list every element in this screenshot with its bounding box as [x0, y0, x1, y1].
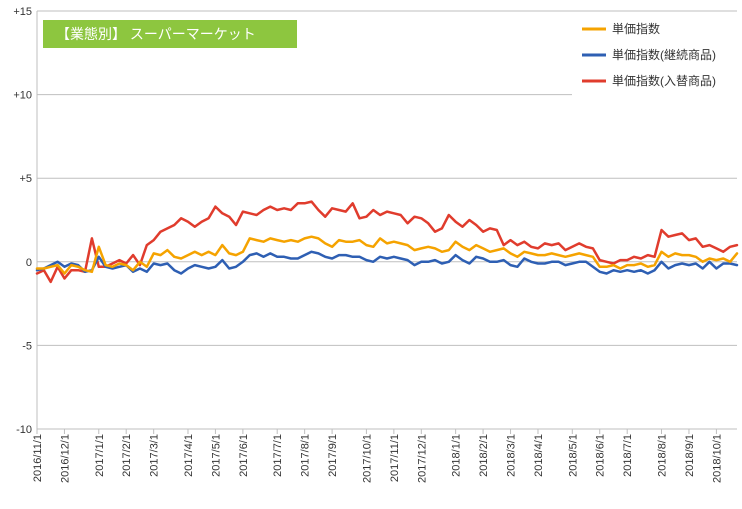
x-tick-label: 2018/4/1: [533, 434, 545, 477]
x-tick-label: 2018/9/1: [684, 434, 696, 477]
chart-title: 【業態別】 スーパーマーケット: [56, 26, 256, 42]
x-tick-label: 2018/2/1: [478, 434, 490, 477]
y-tick-label: +5: [19, 173, 32, 185]
x-tick-label: 2017/2/1: [121, 434, 133, 477]
y-tick-label: 0: [26, 257, 32, 269]
x-tick-label: 2018/10/1: [711, 434, 723, 483]
x-tick-label: 2017/4/1: [183, 434, 195, 477]
x-tick-label: 2017/12/1: [416, 434, 428, 483]
series-layer: [35, 200, 739, 284]
x-tick-label: 2017/11/1: [389, 434, 401, 482]
x-tick-label: 2017/5/1: [210, 434, 222, 477]
x-tick-label: 2017/6/1: [238, 434, 250, 477]
x-tick-label: 2018/7/1: [622, 434, 634, 477]
y-tick-label: +15: [13, 6, 32, 18]
y-tick-label: +10: [13, 90, 32, 102]
x-tick-label: 2017/7/1: [272, 434, 284, 477]
y-axis-tick-labels: +15 +10 +5 0 -5 -10: [13, 6, 32, 436]
series-line-2: [35, 250, 739, 275]
legend-label: 単価指数: [612, 21, 660, 36]
series-line-3: [35, 200, 739, 284]
x-tick-label: 2017/1/1: [94, 434, 106, 477]
y-tick-label: -10: [16, 424, 32, 436]
series-line-1: [35, 235, 739, 275]
x-tick-label: 2017/10/1: [361, 434, 373, 483]
x-tick-label: 2018/5/1: [567, 434, 579, 477]
x-tick-label: 2017/8/1: [300, 434, 312, 477]
x-tick-label: 2017/3/1: [149, 434, 161, 477]
x-axis-tick-labels: 2016/11/1 2016/12/1 2017/1/1 2017/2/1 2017/3…: [32, 434, 723, 483]
x-tick-label: 2016/12/1: [59, 434, 71, 483]
x-tick-label: 2018/8/1: [657, 434, 669, 477]
x-tick-label: 2018/1/1: [451, 434, 463, 477]
x-tick-label: 2018/6/1: [595, 434, 607, 477]
x-tick-label: 2018/3/1: [506, 434, 518, 477]
chart-title-box: 【業態別】 スーパーマーケット: [43, 20, 297, 48]
x-tick-label: 2016/11/1: [32, 434, 44, 482]
legend-label: 単価指数(継続商品): [612, 47, 716, 62]
title-background: [43, 20, 297, 48]
axes: [36, 11, 717, 434]
y-tick-label: -5: [22, 340, 32, 352]
legend-label: 単価指数(入替商品): [612, 73, 716, 88]
x-tick-label: 2017/9/1: [327, 434, 339, 477]
